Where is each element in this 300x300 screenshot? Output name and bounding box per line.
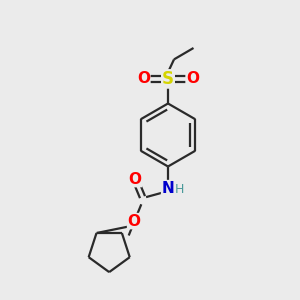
- Text: O: O: [186, 71, 199, 86]
- Text: N: N: [162, 181, 174, 196]
- Text: O: O: [137, 71, 150, 86]
- Text: O: O: [128, 172, 142, 187]
- Text: H: H: [175, 183, 184, 196]
- Text: O: O: [128, 214, 141, 229]
- Text: S: S: [162, 70, 174, 88]
